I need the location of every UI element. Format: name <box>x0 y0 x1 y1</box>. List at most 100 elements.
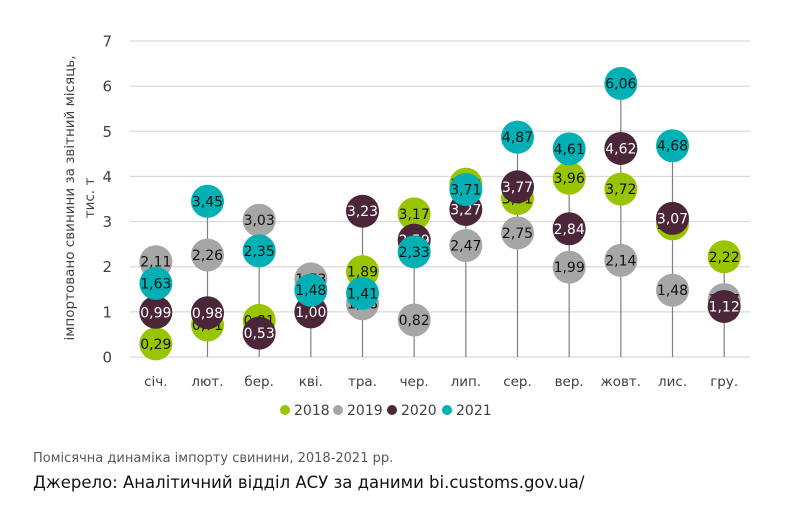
data-point <box>604 131 638 165</box>
series-2019: 2,112,263,031,731,180,822,472,751,992,14… <box>139 203 741 337</box>
data-point <box>656 201 689 235</box>
data-label: 2,33 <box>399 245 430 261</box>
x-axis-categories: січ. лют. бер. кві. тра. чер. лип. сер. вер. жовт… <box>144 374 738 390</box>
x-tick-label: лют. <box>191 374 223 390</box>
x-tick-label: гру. <box>710 374 738 390</box>
data-point <box>501 216 534 250</box>
data-label: 2,26 <box>192 248 223 264</box>
series-2020: 0,990,980,531,003,232,593,273,772,844,62… <box>139 131 741 350</box>
data-label: 2,11 <box>140 255 171 271</box>
data-point <box>139 327 173 361</box>
data-label: 2,22 <box>709 250 740 266</box>
data-point <box>294 273 328 307</box>
data-label: 2,35 <box>244 244 275 260</box>
x-tick-label: лип. <box>451 374 482 390</box>
y-tick-label: 7 <box>102 33 112 51</box>
data-point <box>656 129 689 163</box>
y-axis-ticks: 0 1 2 3 4 5 6 7 <box>102 33 112 367</box>
y-tick-label: 4 <box>102 168 112 186</box>
data-label: 1,63 <box>140 276 171 292</box>
data-point <box>501 170 534 204</box>
source-note: Джерело: Аналітичний відділ АСУ за даним… <box>33 473 585 492</box>
data-label: 1,99 <box>554 260 585 276</box>
legend-marker <box>442 405 452 415</box>
legend-item-2021: 2021 <box>442 403 492 419</box>
data-point <box>501 120 534 154</box>
data-point <box>552 161 586 195</box>
data-point <box>242 234 276 268</box>
gridlines <box>130 40 750 358</box>
data-point <box>552 132 586 166</box>
data-label: 2,84 <box>554 222 585 238</box>
data-label: 0,98 <box>192 306 223 322</box>
data-point <box>552 212 586 246</box>
y-tick-label: 1 <box>102 303 112 321</box>
x-tick-label: чер. <box>400 374 429 390</box>
y-tick-label: 6 <box>102 78 112 96</box>
data-label: 1,48 <box>657 283 688 299</box>
data-label: 3,71 <box>450 183 481 199</box>
chart: 0 1 2 3 4 5 6 7 імпортовано свинини за звітний … <box>62 33 750 419</box>
legend-marker <box>333 405 343 415</box>
x-tick-label: кві. <box>299 374 323 390</box>
data-point <box>604 66 638 100</box>
legend-label: 2019 <box>347 403 383 419</box>
data-label: 3,17 <box>399 207 430 223</box>
x-tick-label: січ. <box>144 374 167 390</box>
data-point <box>139 295 173 329</box>
data-label: 3,45 <box>192 194 223 210</box>
data-label: 2,75 <box>502 226 533 242</box>
y-axis-title-line-1: імпортовано свинини за звітний місяць, <box>62 55 78 340</box>
data-point <box>191 296 224 330</box>
data-label: 0,53 <box>244 326 275 342</box>
legend-marker <box>387 405 397 415</box>
data-point <box>552 250 586 284</box>
data-label: 3,77 <box>502 180 533 196</box>
data-points: 0,290,710,811,893,173,833,513,963,722,95… <box>139 66 741 361</box>
data-label: 3,07 <box>657 211 688 227</box>
legend-label: 2018 <box>294 403 330 419</box>
legend: 2018 2019 2020 2021 <box>280 403 492 419</box>
y-axis-title: імпортовано свинини за звітний місяць, т… <box>62 55 98 340</box>
data-point <box>449 173 483 207</box>
data-label: 3,72 <box>605 182 636 198</box>
x-tick-label: тра. <box>348 374 377 390</box>
data-label: 1,00 <box>295 305 326 321</box>
legend-marker <box>280 405 290 415</box>
y-tick-label: 5 <box>102 123 112 141</box>
x-tick-label: сер. <box>503 374 532 390</box>
data-label: 0,99 <box>140 305 171 321</box>
data-label: 2,47 <box>450 238 481 254</box>
data-label: 6,06 <box>605 76 636 92</box>
chart-caption: Помісячна динаміка імпорту свинини, 2018… <box>33 451 394 466</box>
data-label: 2,14 <box>605 253 636 269</box>
data-label: 3,27 <box>450 202 481 218</box>
data-point <box>397 235 431 269</box>
y-tick-label: 2 <box>102 258 112 276</box>
data-label: 4,61 <box>554 142 585 158</box>
data-label: 1,12 <box>709 299 740 315</box>
legend-label: 2021 <box>456 403 492 419</box>
data-label: 3,23 <box>347 204 378 220</box>
data-label: 1,48 <box>295 283 326 299</box>
data-point <box>346 276 379 310</box>
y-tick-label: 3 <box>102 213 112 231</box>
data-point <box>604 172 638 206</box>
y-tick-label: 0 <box>102 349 112 367</box>
data-label: 0,29 <box>140 337 171 353</box>
data-label: 4,87 <box>502 130 533 146</box>
data-point <box>656 273 689 307</box>
y-axis-title-line-2: тис. т <box>82 178 98 219</box>
series-2021: 1,63 3,45 2,35 1,48 1,41 2,33 3,71 4,87 4,61 6,06… <box>139 66 689 310</box>
data-point <box>346 194 379 228</box>
data-point <box>397 303 431 337</box>
legend-item-2019: 2019 <box>333 403 383 419</box>
data-label: 3,03 <box>244 213 275 229</box>
x-tick-label: вер. <box>555 374 584 390</box>
data-label: 4,68 <box>657 139 688 155</box>
stems <box>155 83 725 357</box>
series-2018: 0,290,710,811,893,173,833,513,963,722,95… <box>139 161 741 361</box>
x-tick-label: лис. <box>658 374 687 390</box>
data-point <box>707 240 741 274</box>
data-label: 4,62 <box>605 141 636 157</box>
